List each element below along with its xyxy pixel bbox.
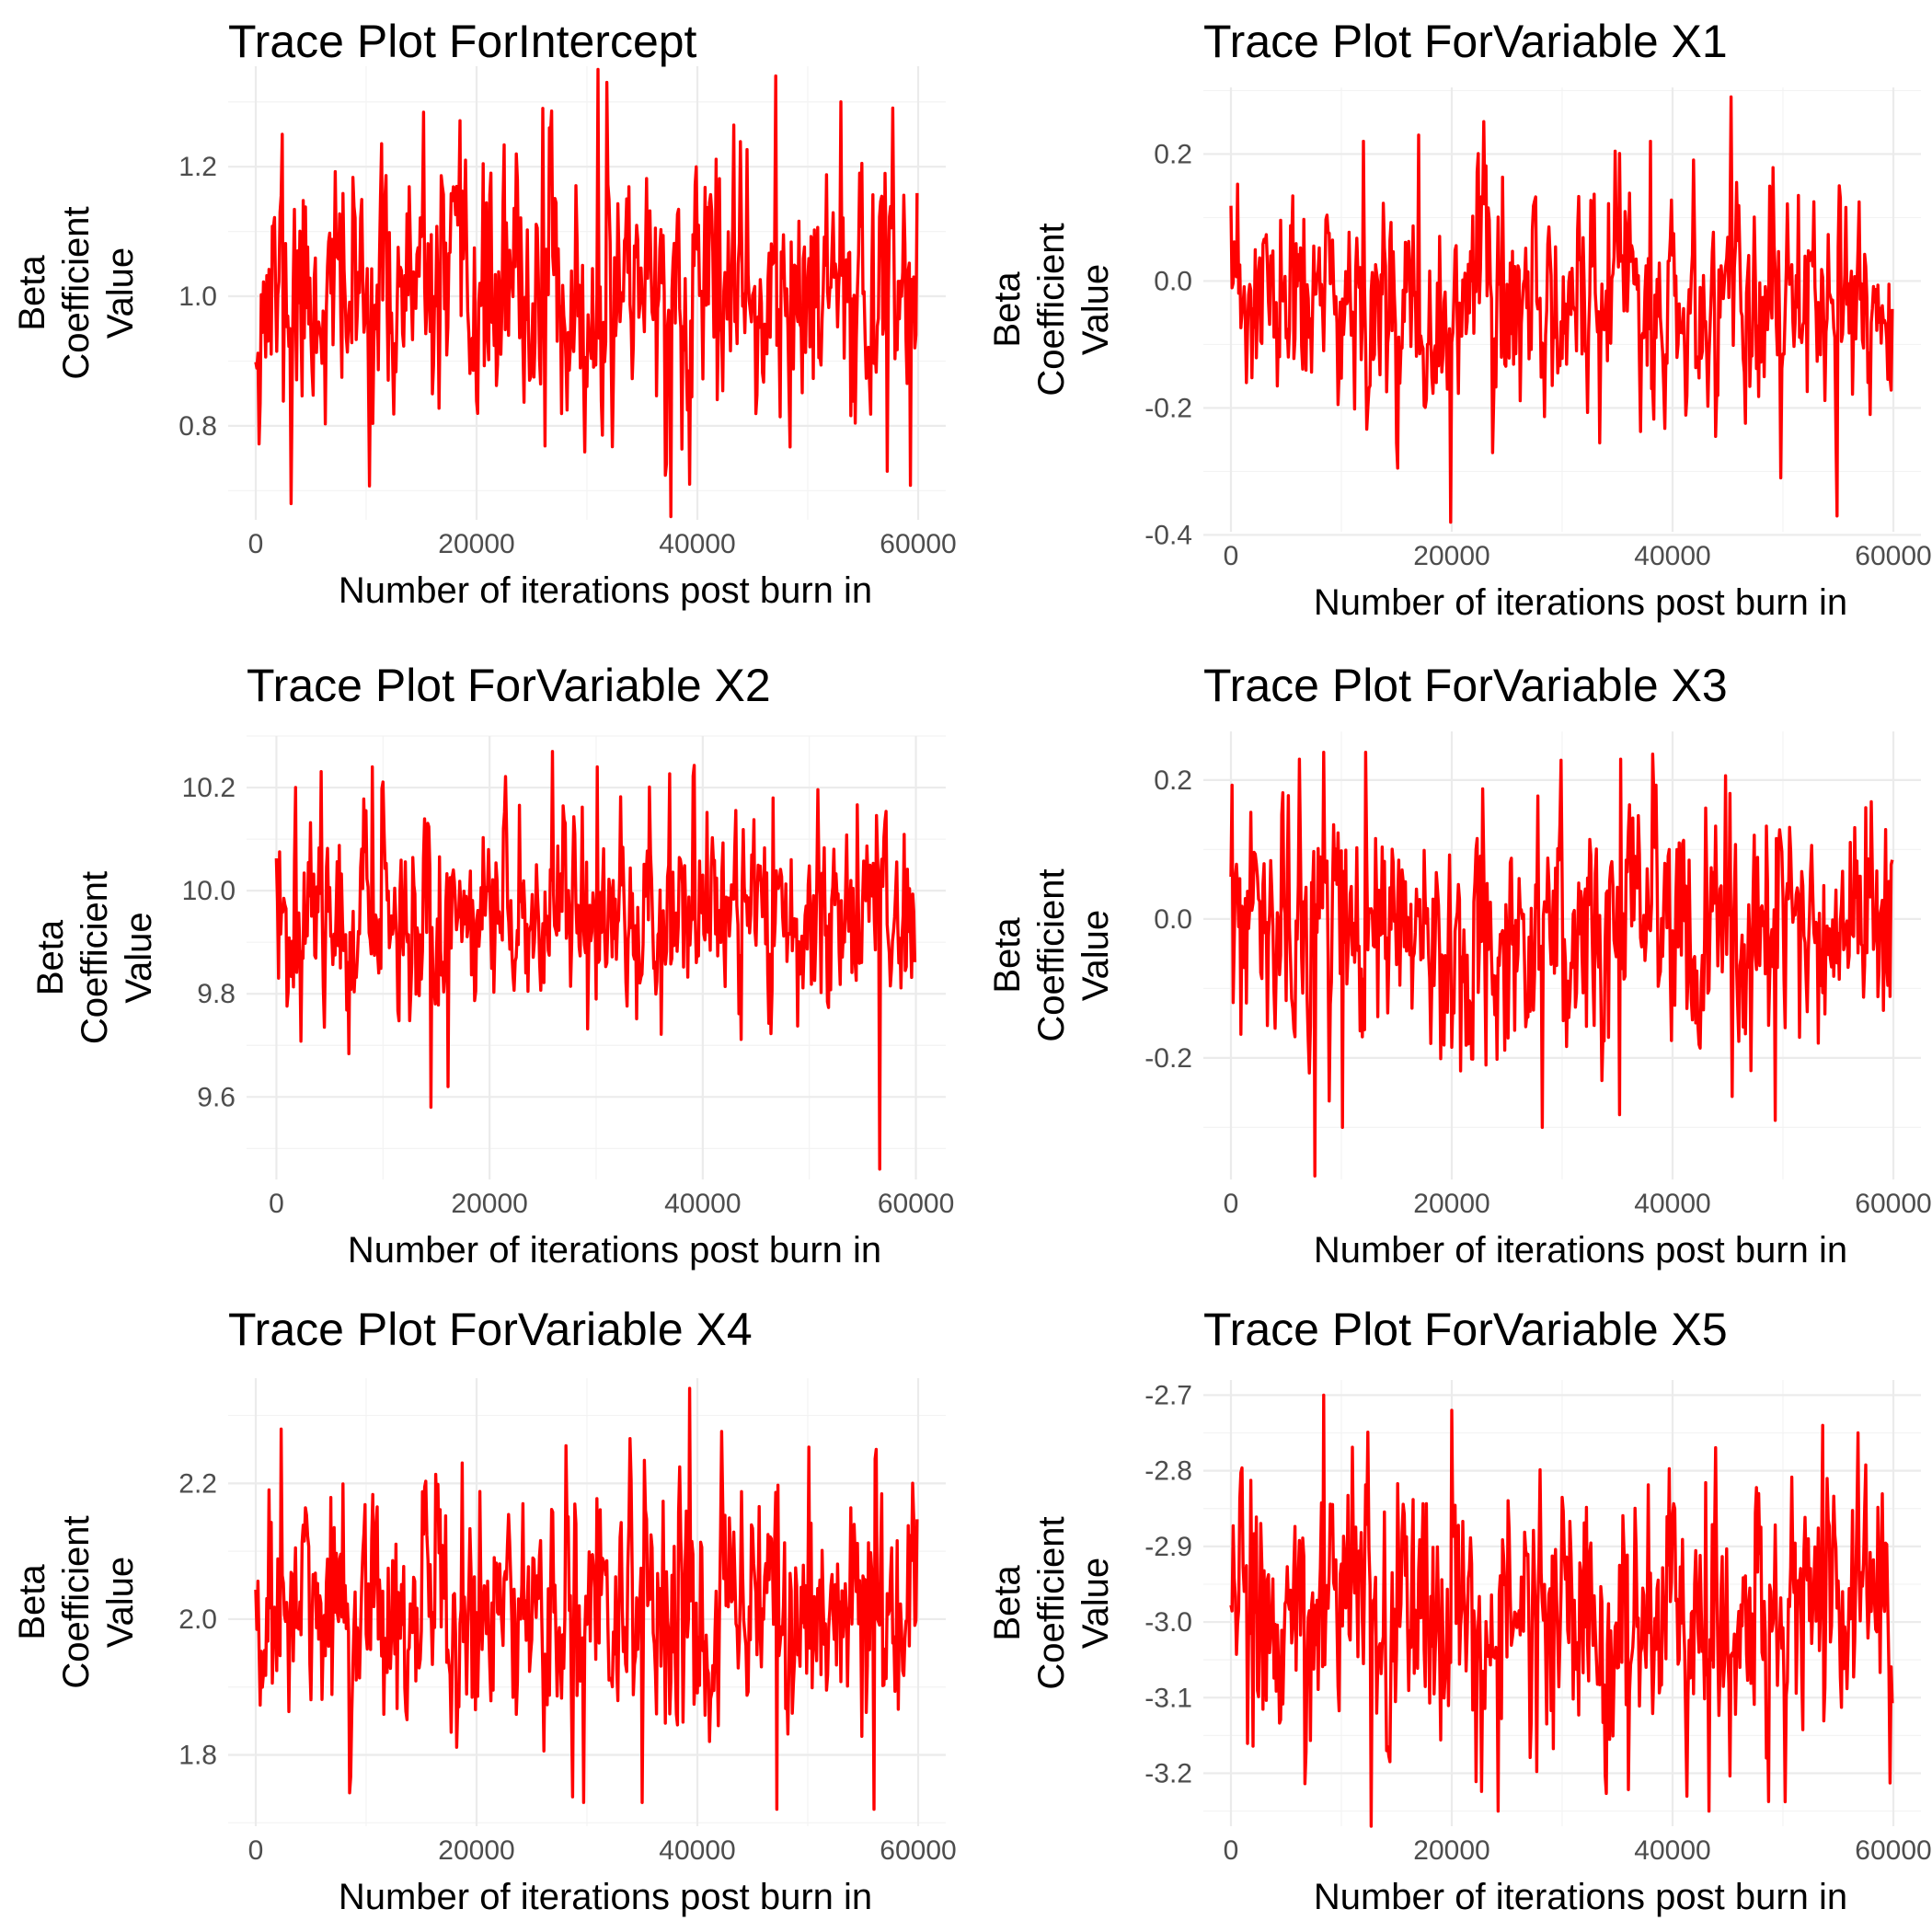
y-axis-label-line: Value	[100, 247, 141, 339]
y-axis-label-line: Beta	[987, 271, 1028, 348]
x-axis-label: Number of iterations post burn in	[1314, 1877, 1847, 1917]
x-tick-label: 40000	[659, 1835, 735, 1866]
trace-line	[1229, 95, 1894, 524]
y-tick-label: -0.2	[1144, 1043, 1192, 1074]
x-tick-label: 0	[269, 1189, 284, 1219]
y-tick-label: 9.8	[197, 979, 236, 1009]
y-tick-label: -0.2	[1144, 393, 1192, 423]
y-axis-label-line: Beta	[12, 1564, 52, 1640]
trace-panel-2: 0 20000 40000 60000 -0.4 -0.2 0.0 0.2 Trace Plot…	[987, 16, 1932, 623]
x-tick-label: 40000	[664, 1189, 741, 1219]
x-tick-label: 0	[248, 529, 264, 559]
panel-title: Trace Plot ForVariable X4	[228, 1304, 753, 1355]
y-tick-label: 0.0	[1154, 266, 1192, 296]
x-tick-label: 40000	[1634, 1189, 1710, 1219]
panel-title: Trace Plot ForVariable X3	[1203, 660, 1728, 711]
x-axis-label: Number of iterations post burn in	[339, 1877, 872, 1917]
trace-line	[1229, 751, 1894, 1178]
y-tick-label: 0.2	[1154, 139, 1192, 169]
x-tick-label: 20000	[438, 529, 514, 559]
x-axis-label: Number of iterations post burn in	[348, 1230, 881, 1271]
y-axis-label-line: Beta	[987, 1565, 1028, 1641]
y-tick-label: -0.4	[1144, 520, 1192, 550]
trace-panel-1: 0 20000 40000 60000 0.8 1.0 1.2 Trace Plot ForI…	[12, 16, 957, 611]
panel-title: Trace Plot ForIntercept	[228, 16, 697, 67]
trace-panel-4: 0 20000 40000 60000 -0.2 0.0 0.2 Trace Plot For…	[987, 660, 1932, 1271]
x-tick-label: 20000	[1413, 541, 1489, 571]
y-axis-label-line: Coefficient	[56, 206, 97, 379]
x-tick-label: 40000	[1634, 541, 1710, 571]
trace-panel-6: 0 20000 40000 60000 -3.2 -3.1 -3.0 -2.9 -2.8 -2.7…	[987, 1304, 1932, 1917]
x-axis-label: Number of iterations post burn in	[339, 570, 872, 611]
panel-title: Trace Plot ForVariable X2	[247, 660, 771, 711]
x-tick-label: 60000	[1855, 1189, 1931, 1219]
x-tick-label: 20000	[1413, 1189, 1489, 1219]
y-tick-label: 0.8	[178, 411, 217, 442]
y-axis-label-line: Beta	[12, 255, 52, 331]
y-tick-label: -3.2	[1144, 1758, 1192, 1788]
y-axis-label-line: Value	[1075, 264, 1116, 355]
y-axis-label-line: Coefficient	[75, 871, 115, 1044]
x-tick-label: 60000	[1855, 541, 1931, 571]
panel-title: Trace Plot ForVariable X5	[1203, 1304, 1728, 1355]
x-tick-label: 0	[1224, 541, 1239, 571]
y-tick-label: 10.2	[182, 773, 236, 803]
y-tick-label: 2.0	[178, 1604, 217, 1635]
trace-line	[274, 750, 917, 1171]
trace-panel-3: 0 20000 40000 60000 9.6 9.8 10.0 10.2 Trace Plot…	[30, 660, 954, 1271]
y-axis-label-line: Value	[1075, 910, 1116, 1001]
trace-line	[254, 67, 919, 519]
x-axis-label: Number of iterations post burn in	[1314, 1230, 1847, 1271]
y-tick-label: -2.7	[1144, 1380, 1192, 1410]
y-axis-label-line: Value	[119, 912, 159, 1003]
y-axis-label-line: Beta	[30, 919, 71, 995]
y-axis-label-line: Value	[1075, 1558, 1116, 1649]
y-tick-label: -2.8	[1144, 1456, 1192, 1487]
y-tick-label: 1.8	[178, 1741, 217, 1771]
x-tick-label: 60000	[878, 1189, 954, 1219]
trace-line	[254, 1386, 919, 1811]
y-axis-label-line: Coefficient	[56, 1515, 97, 1688]
x-tick-label: 0	[1224, 1189, 1239, 1219]
y-tick-label: 0.2	[1154, 765, 1192, 796]
y-tick-label: 9.6	[197, 1082, 236, 1112]
x-axis-label: Number of iterations post burn in	[1314, 582, 1847, 623]
y-tick-label: 2.2	[178, 1468, 217, 1499]
x-tick-label: 40000	[1634, 1835, 1710, 1866]
y-tick-label: -3.0	[1144, 1607, 1192, 1638]
trace-line	[1229, 1393, 1894, 1828]
x-tick-label: 20000	[438, 1835, 514, 1866]
x-tick-label: 60000	[880, 529, 956, 559]
y-tick-label: 1.0	[178, 282, 217, 312]
panel-title: Trace Plot ForVariable X1	[1203, 16, 1728, 67]
x-tick-label: 60000	[1855, 1835, 1931, 1866]
y-tick-label: -2.9	[1144, 1532, 1192, 1562]
y-axis-label-line: Coefficient	[1031, 868, 1072, 1041]
x-tick-label: 0	[1224, 1835, 1239, 1866]
y-axis-label-line: Beta	[987, 917, 1028, 994]
y-axis-label-line: Coefficient	[1031, 1516, 1072, 1689]
y-tick-label: -3.1	[1144, 1683, 1192, 1713]
y-tick-label: 1.2	[178, 152, 217, 182]
y-axis-label-line: Value	[100, 1557, 141, 1648]
y-axis-label-line: Coefficient	[1031, 223, 1072, 396]
trace-panel-5: 0 20000 40000 60000 1.8 2.0 2.2 Trace Plot ForV…	[12, 1304, 957, 1917]
y-tick-label: 10.0	[182, 876, 236, 906]
y-tick-label: 0.0	[1154, 904, 1192, 935]
x-tick-label: 40000	[659, 529, 735, 559]
x-tick-label: 0	[248, 1835, 264, 1866]
x-tick-label: 20000	[451, 1189, 527, 1219]
x-tick-label: 60000	[880, 1835, 956, 1866]
x-tick-label: 20000	[1413, 1835, 1489, 1866]
